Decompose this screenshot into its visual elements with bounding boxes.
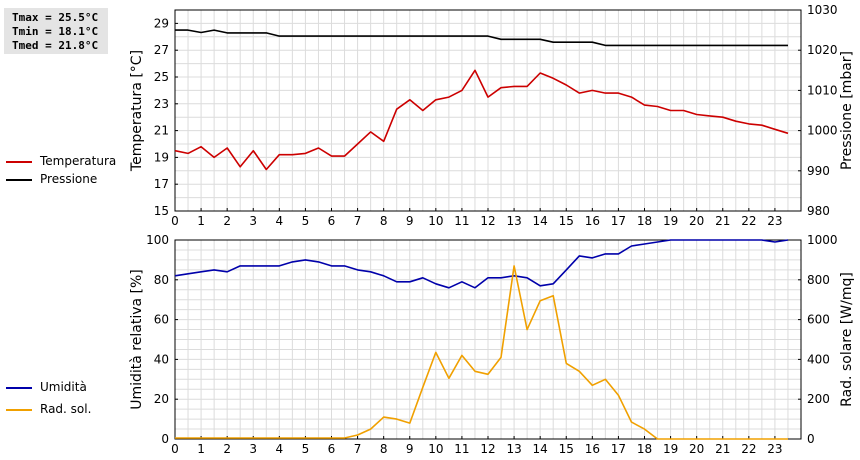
x-tick-label: 6 xyxy=(328,442,336,456)
legend-label-pressione: Pressione xyxy=(40,172,98,186)
y-right-tick-label: 0 xyxy=(807,432,815,446)
x-tick-label: 3 xyxy=(249,442,257,456)
x-tick-label: 14 xyxy=(533,214,548,228)
y-right-tick-label: 1020 xyxy=(807,43,838,57)
y-tick-label: 19 xyxy=(154,150,169,164)
x-tick-label: 16 xyxy=(585,214,600,228)
x-tick-label: 12 xyxy=(480,214,495,228)
y-tick-label: 25 xyxy=(154,70,169,84)
x-tick-label: 16 xyxy=(585,442,600,456)
x-tick-label: 18 xyxy=(637,214,652,228)
series-line xyxy=(175,265,788,440)
y-right-tick-label: 1030 xyxy=(807,3,838,17)
y-tick-label: 80 xyxy=(154,273,169,287)
y-right-axis-label: Rad. solare [W/mq] xyxy=(839,272,855,407)
y-tick-label: 17 xyxy=(154,177,169,191)
legend-swatch-radsol xyxy=(6,409,32,411)
x-tick-label: 20 xyxy=(689,442,704,456)
legend-swatch-umidita xyxy=(6,387,32,389)
y-right-tick-label: 200 xyxy=(807,392,830,406)
stat-tmax: Tmax = 25.5°C xyxy=(12,11,99,24)
x-tick-label: 10 xyxy=(428,442,443,456)
y-tick-label: 20 xyxy=(154,392,169,406)
x-tick-label: 19 xyxy=(663,442,678,456)
y-tick-label: 60 xyxy=(154,313,169,327)
x-tick-label: 14 xyxy=(533,442,548,456)
x-tick-label: 5 xyxy=(302,442,310,456)
y-tick-label: 27 xyxy=(154,43,169,57)
series-line xyxy=(174,69,789,171)
x-tick-label: 13 xyxy=(506,442,521,456)
x-tick-label: 0 xyxy=(171,442,179,456)
x-tick-label: 15 xyxy=(559,214,574,228)
x-tick-label: 23 xyxy=(767,442,782,456)
y-right-tick-label: 400 xyxy=(807,352,830,366)
x-tick-label: 12 xyxy=(480,442,495,456)
y-right-tick-label: 980 xyxy=(807,204,830,218)
x-tick-label: 0 xyxy=(171,214,179,228)
x-tick-label: 11 xyxy=(454,214,469,228)
x-tick-label: 10 xyxy=(428,214,443,228)
x-tick-label: 13 xyxy=(506,214,521,228)
x-tick-label: 22 xyxy=(741,214,756,228)
x-tick-label: 8 xyxy=(380,214,388,228)
stat-tmed: Tmed = 21.8°C xyxy=(12,39,99,52)
x-tick-label: 9 xyxy=(406,214,414,228)
y-right-tick-label: 1000 xyxy=(807,233,838,247)
x-tick-label: 5 xyxy=(302,214,310,228)
series-line xyxy=(175,29,788,47)
y-tick-label: 0 xyxy=(161,432,169,446)
x-tick-label: 23 xyxy=(767,214,782,228)
x-tick-label: 2 xyxy=(223,442,231,456)
x-tick-label: 6 xyxy=(328,214,336,228)
y-tick-label: 23 xyxy=(154,97,169,111)
y-right-tick-label: 1000 xyxy=(807,124,838,138)
y-tick-label: 21 xyxy=(154,124,169,138)
chart-humidity-radiation: 0 1 2 3 4 5 6 7 8 9 10 11 12 13 14 15 16 17 18 19 20 21 22 2302… xyxy=(129,233,855,456)
x-tick-label: 19 xyxy=(663,214,678,228)
x-tick-label: 4 xyxy=(276,214,284,228)
stat-tmin: Tmin = 18.1°C xyxy=(12,25,99,38)
y-right-tick-label: 600 xyxy=(807,313,830,327)
legend-swatch-temperatura xyxy=(6,161,32,163)
x-tick-label: 11 xyxy=(454,442,469,456)
x-tick-label: 20 xyxy=(689,214,704,228)
stats-box: Tmax = 25.5°C Tmin = 18.1°C Tmed = 21.8°… xyxy=(4,8,108,54)
x-tick-label: 22 xyxy=(741,442,756,456)
legend-swatch-pressione xyxy=(6,179,32,181)
legend-label-temperatura: Temperatura xyxy=(40,154,117,168)
x-tick-label: 4 xyxy=(276,442,284,456)
x-tick-label: 15 xyxy=(559,442,574,456)
x-tick-label: 3 xyxy=(249,214,257,228)
x-tick-label: 21 xyxy=(715,214,730,228)
y-tick-label: 100 xyxy=(146,233,169,247)
y-tick-label: 40 xyxy=(154,352,169,366)
x-tick-label: 17 xyxy=(611,214,626,228)
y-right-tick-label: 990 xyxy=(807,164,830,178)
y-axis-label: Temperatura [°C] xyxy=(129,50,145,172)
legend-label-radsol: Rad. sol. xyxy=(40,402,92,416)
legend-label-umidita: Umidità xyxy=(40,380,87,394)
y-axis-label: Umidità relativa [%] xyxy=(129,269,145,410)
x-tick-label: 18 xyxy=(637,442,652,456)
x-tick-label: 1 xyxy=(197,214,205,228)
y-tick-label: 29 xyxy=(154,16,169,30)
y-tick-label: 15 xyxy=(154,204,169,218)
x-tick-label: 1 xyxy=(197,442,205,456)
x-tick-label: 9 xyxy=(406,442,414,456)
series-line xyxy=(174,239,789,289)
x-tick-label: 21 xyxy=(715,442,730,456)
y-right-tick-label: 1010 xyxy=(807,83,838,97)
x-tick-label: 7 xyxy=(354,442,362,456)
x-tick-label: 17 xyxy=(611,442,626,456)
chart-temperature-pressure: 0 1 2 3 4 5 6 7 8 9 10 11 12 13 14 15 16 17 18 19 20 21 22 2315… xyxy=(129,3,855,228)
x-tick-label: 2 xyxy=(223,214,231,228)
x-tick-label: 8 xyxy=(380,442,388,456)
x-tick-label: 7 xyxy=(354,214,362,228)
y-right-tick-label: 800 xyxy=(807,273,830,287)
y-right-axis-label: Pressione [mbar] xyxy=(839,51,855,170)
